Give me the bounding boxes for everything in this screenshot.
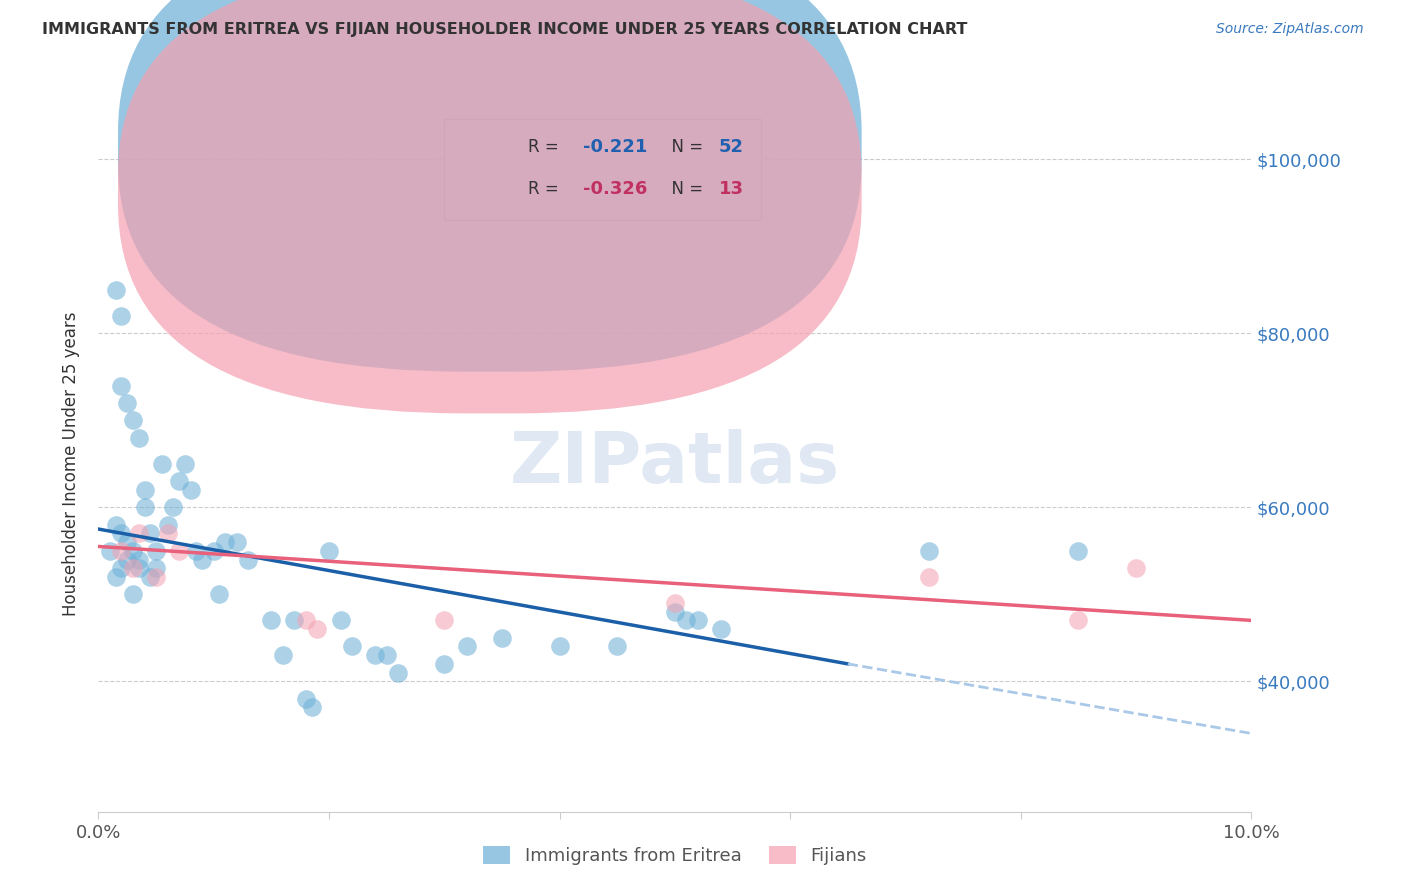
Point — [387, 665, 409, 680]
Point — [491, 631, 513, 645]
Point — [238, 552, 260, 566]
Point — [145, 570, 167, 584]
Point — [433, 657, 456, 671]
Point — [156, 517, 179, 532]
Point — [134, 483, 156, 497]
Text: N =: N = — [661, 180, 709, 198]
Point — [364, 648, 387, 662]
Point — [664, 605, 686, 619]
Point — [128, 552, 150, 566]
Point — [917, 544, 939, 558]
Point — [167, 475, 190, 489]
Point — [139, 570, 162, 584]
Text: -0.221: -0.221 — [582, 138, 647, 156]
Point — [340, 640, 363, 654]
Point — [375, 648, 398, 662]
Point — [128, 431, 150, 445]
Point — [433, 614, 456, 628]
Text: 13: 13 — [718, 180, 744, 198]
Point — [318, 544, 340, 558]
Point — [110, 309, 132, 323]
Point — [301, 700, 323, 714]
Point — [117, 535, 139, 549]
Point — [139, 526, 162, 541]
Text: IMMIGRANTS FROM ERITREA VS FIJIAN HOUSEHOLDER INCOME UNDER 25 YEARS CORRELATION : IMMIGRANTS FROM ERITREA VS FIJIAN HOUSEH… — [42, 22, 967, 37]
Point — [167, 544, 190, 558]
Point — [122, 544, 145, 558]
Point — [162, 500, 184, 515]
Point — [186, 544, 208, 558]
Point — [191, 552, 214, 566]
Point — [117, 396, 139, 410]
Point — [134, 500, 156, 515]
Point — [128, 526, 150, 541]
Point — [295, 691, 318, 706]
Point — [664, 596, 686, 610]
Point — [104, 517, 127, 532]
Point — [104, 283, 127, 297]
Text: Source: ZipAtlas.com: Source: ZipAtlas.com — [1216, 22, 1364, 37]
Point — [202, 544, 225, 558]
Point — [1125, 561, 1147, 575]
Point — [548, 640, 571, 654]
Point — [110, 378, 132, 392]
Point — [208, 587, 231, 601]
Point — [156, 526, 179, 541]
Point — [260, 614, 283, 628]
FancyBboxPatch shape — [444, 120, 762, 220]
Point — [225, 535, 247, 549]
Legend: Immigrants from Eritrea, Fijians: Immigrants from Eritrea, Fijians — [477, 838, 873, 872]
Point — [128, 561, 150, 575]
Text: ZIPatlas: ZIPatlas — [510, 429, 839, 499]
Point — [180, 483, 202, 497]
Point — [675, 614, 697, 628]
Point — [606, 640, 628, 654]
FancyBboxPatch shape — [118, 0, 862, 372]
Point — [110, 526, 132, 541]
Point — [174, 457, 197, 471]
Text: N =: N = — [661, 138, 709, 156]
Point — [104, 570, 127, 584]
Point — [329, 614, 352, 628]
Text: R =: R = — [529, 138, 564, 156]
Point — [110, 544, 132, 558]
Point — [145, 544, 167, 558]
Point — [117, 552, 139, 566]
Point — [1067, 614, 1090, 628]
Point — [1067, 544, 1090, 558]
Point — [122, 561, 145, 575]
Text: R =: R = — [529, 180, 564, 198]
Text: -0.326: -0.326 — [582, 180, 647, 198]
Point — [710, 622, 733, 636]
Point — [686, 614, 709, 628]
Text: 52: 52 — [718, 138, 744, 156]
Point — [307, 622, 329, 636]
Point — [110, 561, 132, 575]
Point — [150, 457, 173, 471]
Point — [98, 544, 121, 558]
Point — [456, 640, 478, 654]
Point — [295, 614, 318, 628]
Y-axis label: Householder Income Under 25 years: Householder Income Under 25 years — [62, 311, 80, 616]
Point — [145, 561, 167, 575]
Point — [122, 587, 145, 601]
Point — [917, 570, 939, 584]
Point — [283, 614, 305, 628]
FancyBboxPatch shape — [118, 0, 862, 413]
Point — [122, 413, 145, 427]
Point — [271, 648, 294, 662]
Point — [214, 535, 236, 549]
